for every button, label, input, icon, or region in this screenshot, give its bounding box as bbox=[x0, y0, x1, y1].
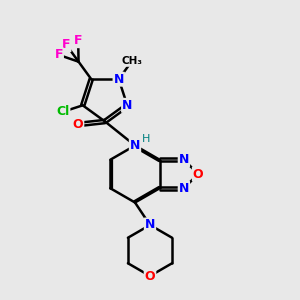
Text: N: N bbox=[145, 218, 155, 232]
Text: F: F bbox=[74, 34, 82, 47]
Text: O: O bbox=[73, 118, 83, 131]
Text: N: N bbox=[122, 99, 132, 112]
Text: N: N bbox=[114, 73, 124, 86]
Text: Cl: Cl bbox=[56, 105, 69, 118]
Text: N: N bbox=[179, 153, 189, 166]
Text: O: O bbox=[145, 269, 155, 283]
Text: H: H bbox=[142, 134, 151, 144]
Text: O: O bbox=[193, 167, 203, 181]
Text: CH₃: CH₃ bbox=[122, 56, 142, 66]
Text: F: F bbox=[54, 48, 63, 62]
Text: N: N bbox=[130, 139, 140, 152]
Text: F: F bbox=[62, 38, 70, 51]
Text: N: N bbox=[179, 182, 189, 195]
